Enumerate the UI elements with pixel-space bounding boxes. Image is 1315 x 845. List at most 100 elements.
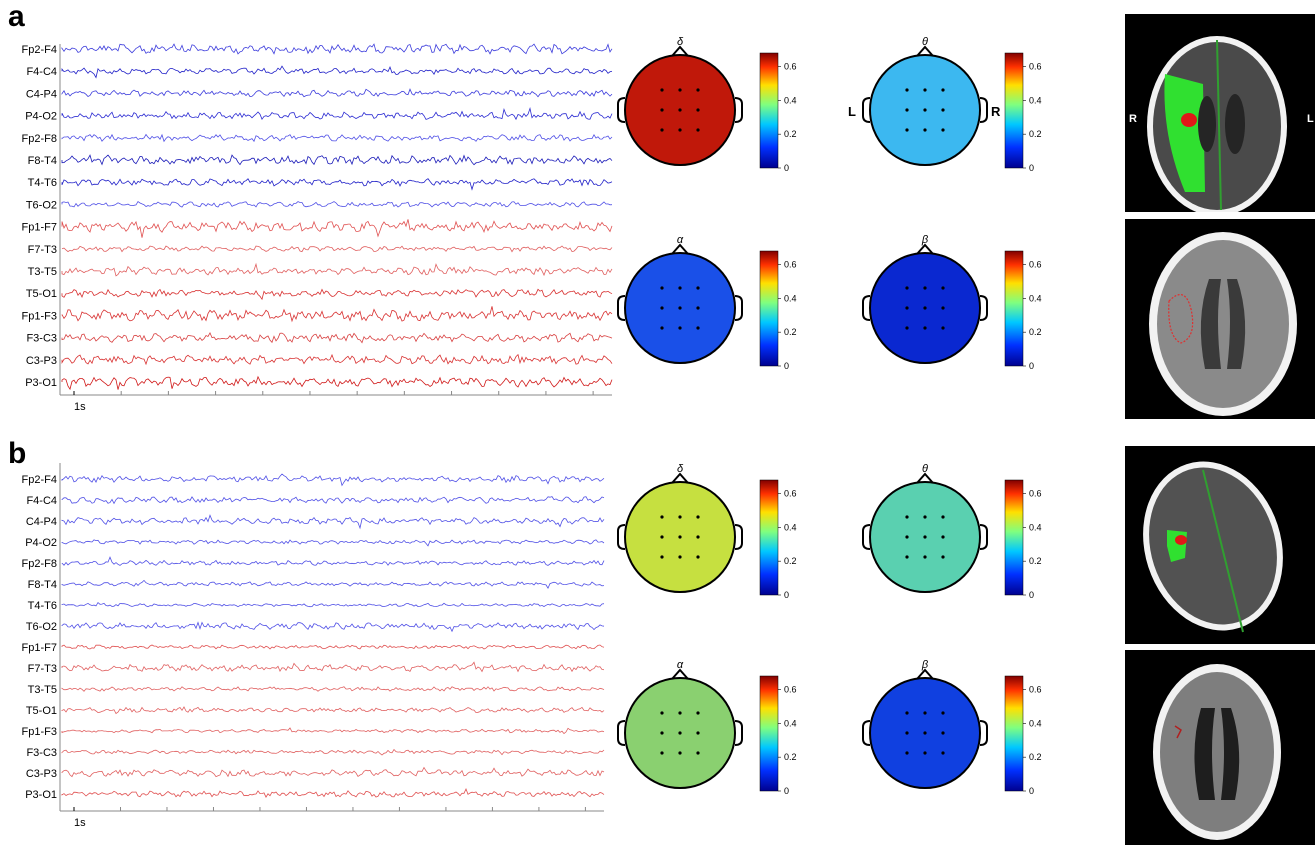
colorbar-tick-label: 0.4 <box>784 718 797 728</box>
eeg-channel-label: F4-C4 <box>26 495 57 507</box>
colorbar <box>759 675 779 792</box>
colorbar-tick-label: 0.6 <box>784 685 797 695</box>
topomap-ear <box>617 97 626 123</box>
eeg-channel-label: Fp1-F3 <box>22 310 57 322</box>
ct-scan-image: R L <box>1125 14 1315 212</box>
ct-scan-graphic <box>1153 664 1281 840</box>
electrode-dot <box>660 306 664 310</box>
ct-scan-image <box>1125 219 1315 419</box>
eeg-trace <box>61 601 605 608</box>
topomap: β 0.6 0.4 0.2 0 <box>862 234 1042 371</box>
electrode-dot <box>696 515 700 519</box>
eeg-channel-label: F3-C3 <box>26 747 57 759</box>
eeg-channel-label: C4-P4 <box>26 88 57 100</box>
topomap: θ 0.6 0.4 0.2 0 <box>862 463 1042 600</box>
colorbar-tick-label: 0.2 <box>784 129 797 139</box>
electrode-dot <box>923 555 927 559</box>
panel-label: a <box>8 0 25 33</box>
topomap-ear <box>617 720 626 746</box>
band-label: α <box>677 234 684 246</box>
eeg-channel-label: Fp2-F8 <box>22 558 57 570</box>
topomap-ear <box>617 524 626 550</box>
electrode-dot <box>660 535 664 539</box>
colorbar-tick-label: 0 <box>1029 361 1034 371</box>
eeg-channel-label: T5-O1 <box>26 288 57 300</box>
electrode-dot <box>923 128 927 132</box>
hemisphere-label: L <box>848 104 856 119</box>
electrode-dot <box>941 711 945 715</box>
electrode-dot <box>941 286 945 290</box>
colorbar-tick-label: 0.4 <box>1029 293 1042 303</box>
band-label: β <box>921 234 929 246</box>
topomap-nose <box>671 472 689 484</box>
electrode-dot <box>923 306 927 310</box>
eeg-trace <box>61 556 605 566</box>
electrode-dot <box>941 515 945 519</box>
colorbar <box>759 250 779 367</box>
eeg-channel-label: T5-O1 <box>26 705 57 717</box>
eeg-channel-label: T4-T6 <box>28 600 57 612</box>
colorbar-tick-label: 0.6 <box>1029 62 1042 72</box>
colorbar-tick-label: 0.4 <box>1029 95 1042 105</box>
eeg-trace <box>61 43 613 55</box>
eeg-trace <box>61 787 605 798</box>
electrode-dot <box>696 326 700 330</box>
colorbar-tick-label: 0 <box>784 590 789 600</box>
topomap: δ 0.6 0.4 0.2 0 <box>617 36 797 173</box>
electrode-dot <box>905 88 909 92</box>
colorbar-tick-label: 0.4 <box>784 95 797 105</box>
eeg-trace <box>61 661 605 673</box>
electrode-dot <box>923 88 927 92</box>
electrode-dot <box>941 751 945 755</box>
ct-scan-image <box>1125 650 1315 845</box>
electrode-dot <box>678 128 682 132</box>
topomap-ear <box>862 295 871 321</box>
electrode-dot <box>696 306 700 310</box>
electrode-dot <box>660 88 664 92</box>
electrode-dot <box>923 326 927 330</box>
eeg-channel-label: P4-O2 <box>25 537 57 549</box>
eeg-channel-label: T6-O2 <box>26 199 57 211</box>
topomap: α 0.6 0.4 0.2 0 <box>617 234 797 371</box>
colorbar-tick-label: 0 <box>1029 786 1034 796</box>
eeg-trace <box>61 766 605 778</box>
electrode-dot <box>696 286 700 290</box>
electrode-dot <box>941 731 945 735</box>
electrode-dot <box>923 286 927 290</box>
colorbar <box>1004 675 1024 792</box>
electrode-dot <box>941 128 945 132</box>
electrode-dot <box>905 128 909 132</box>
electrode-dot <box>923 751 927 755</box>
eeg-trace <box>61 288 613 301</box>
eeg-channel-label: F8-T4 <box>28 155 57 167</box>
electrode-dot <box>696 555 700 559</box>
colorbar-tick-label: 0 <box>784 163 789 173</box>
electrode-dot <box>905 326 909 330</box>
electrode-dot <box>941 88 945 92</box>
topomap: δ 0.6 0.4 0.2 0 <box>617 463 797 600</box>
topomap-ear <box>734 97 743 123</box>
electrode-dot <box>678 286 682 290</box>
electrode-dot <box>905 751 909 755</box>
ct-orientation-label: L <box>1307 113 1314 125</box>
electrode-dot <box>660 128 664 132</box>
electrode-dot <box>660 555 664 559</box>
eeg-channel-label: F4-C4 <box>26 66 57 78</box>
topomap-ear <box>979 97 988 123</box>
electrode-dot <box>660 731 664 735</box>
electrode-dot <box>905 555 909 559</box>
topomap-ear <box>734 524 743 550</box>
electrode-dot <box>696 108 700 112</box>
electrode-dot <box>660 286 664 290</box>
electrode-dot <box>923 731 927 735</box>
electrode-dot <box>660 711 664 715</box>
ct-orientation-label: R <box>1129 113 1137 125</box>
electrode-dot <box>678 711 682 715</box>
colorbar-tick-label: 0 <box>1029 590 1034 600</box>
eeg-trace <box>61 306 613 323</box>
topomap-ear <box>862 524 871 550</box>
ct-scan-image <box>1125 446 1315 644</box>
eeg-trace <box>61 748 605 756</box>
eeg-trace <box>61 514 605 530</box>
topomap-ear <box>979 524 988 550</box>
